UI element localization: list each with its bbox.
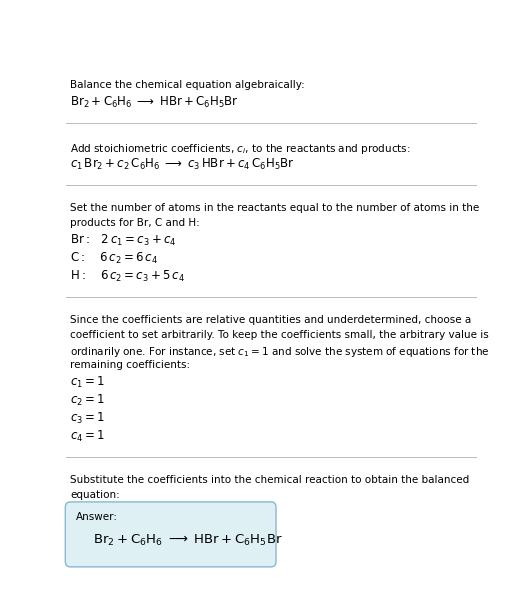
Text: ordinarily one. For instance, set $c_1 = 1$ and solve the system of equations fo: ordinarily one. For instance, set $c_1 =… [70, 345, 490, 359]
Text: $\mathrm{C:}\;\;\;\; 6\,c_2 = 6\,c_4$: $\mathrm{C:}\;\;\;\; 6\,c_2 = 6\,c_4$ [70, 251, 158, 266]
Text: Balance the chemical equation algebraically:: Balance the chemical equation algebraica… [70, 80, 305, 90]
FancyBboxPatch shape [65, 502, 276, 567]
Text: $c_1\,\mathrm{Br_2} + c_2\,\mathrm{C_6H_6} \;\longrightarrow\; c_3\,\mathrm{HBr}: $c_1\,\mathrm{Br_2} + c_2\,\mathrm{C_6H_… [70, 157, 295, 172]
Text: $c_4 = 1$: $c_4 = 1$ [70, 429, 105, 444]
Text: $c_1 = 1$: $c_1 = 1$ [70, 375, 105, 390]
Text: $c_3 = 1$: $c_3 = 1$ [70, 411, 105, 426]
Text: $\mathrm{Br_2 + C_6H_6} \;\longrightarrow\; \mathrm{HBr + C_6H_5Br}$: $\mathrm{Br_2 + C_6H_6} \;\longrightarro… [70, 95, 239, 110]
Text: products for Br, C and H:: products for Br, C and H: [70, 218, 200, 228]
Text: remaining coefficients:: remaining coefficients: [70, 361, 190, 370]
Text: Substitute the coefficients into the chemical reaction to obtain the balanced: Substitute the coefficients into the che… [70, 475, 469, 485]
Text: $c_2 = 1$: $c_2 = 1$ [70, 393, 105, 408]
Text: Set the number of atoms in the reactants equal to the number of atoms in the: Set the number of atoms in the reactants… [70, 203, 479, 213]
Text: $\mathrm{H:}\;\;\;\; 6\,c_2 = c_3 + 5\,c_4$: $\mathrm{H:}\;\;\;\; 6\,c_2 = c_3 + 5\,c… [70, 269, 185, 284]
Text: equation:: equation: [70, 490, 120, 500]
Text: Answer:: Answer: [76, 512, 118, 522]
Text: Since the coefficients are relative quantities and underdetermined, choose a: Since the coefficients are relative quan… [70, 316, 471, 325]
Text: Add stoichiometric coefficients, $c_i$, to the reactants and products:: Add stoichiometric coefficients, $c_i$, … [70, 141, 411, 155]
Text: $\mathrm{Br:}\;\;\; 2\,c_1 = c_3 + c_4$: $\mathrm{Br:}\;\;\; 2\,c_1 = c_3 + c_4$ [70, 233, 177, 248]
Text: $\mathrm{Br_2 + C_6H_6} \;\longrightarrow\; \mathrm{HBr + C_6H_5Br}$: $\mathrm{Br_2 + C_6H_6} \;\longrightarro… [93, 533, 282, 548]
Text: coefficient to set arbitrarily. To keep the coefficients small, the arbitrary va: coefficient to set arbitrarily. To keep … [70, 330, 489, 341]
